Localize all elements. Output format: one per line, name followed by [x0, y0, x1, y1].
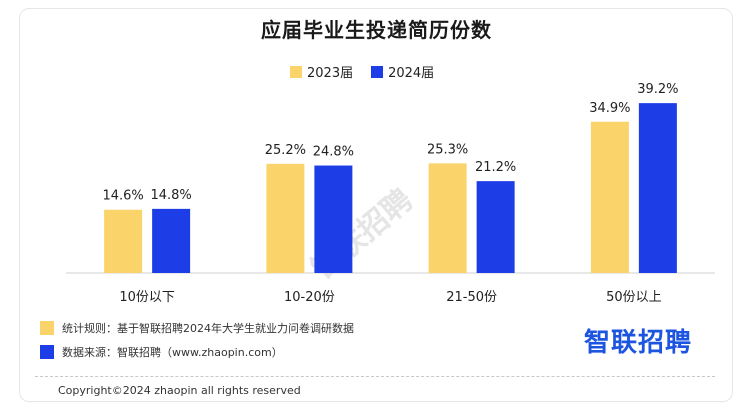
copyright: Copyright©2024 zhaopin all rights reserv…: [58, 384, 301, 397]
data-label-2024-2: 21.2%: [475, 160, 516, 175]
bar-2024-3: [638, 103, 677, 273]
footer-divider: [35, 376, 715, 377]
data-label-2023-3: 34.9%: [589, 101, 630, 116]
bar-2023-3: [590, 121, 629, 274]
data-label-2023-2: 25.3%: [427, 142, 468, 157]
category-label-2: 21-50份: [446, 290, 497, 305]
legend-label-2024: 2024届: [388, 66, 435, 81]
chart-title: 应届毕业生投递简历份数: [261, 18, 492, 42]
note-rule: 统计规则：基于智联招聘2024年大学生就业力问卷调研数据: [40, 320, 354, 336]
category-label-0: 10份以下: [119, 290, 175, 305]
legend-label-2023: 2023届: [307, 66, 354, 81]
data-label-2024-1: 24.8%: [313, 145, 354, 160]
note-source: 数据来源：智联招聘（www.zhaopin.com）: [40, 344, 283, 360]
bar-2024-0: [152, 208, 191, 273]
note-rule-swatch: [40, 321, 54, 335]
bar-2023-0: [104, 209, 143, 273]
note-source-swatch: [40, 345, 54, 359]
category-label-1: 10-20份: [284, 290, 335, 305]
data-label-2023-0: 14.6%: [102, 189, 143, 204]
data-label-2024-0: 14.8%: [150, 188, 191, 203]
note-source-text: 数据来源：智联招聘（www.zhaopin.com）: [62, 346, 283, 359]
legend-item-2024: 2024届: [371, 62, 434, 81]
bar-2024-2: [476, 181, 515, 273]
data-label-2023-1: 25.2%: [265, 143, 306, 158]
brand-logo: 智联招聘: [584, 328, 693, 358]
category-label-3: 50份以上: [606, 290, 662, 305]
legend-swatch-2023: [290, 65, 302, 78]
bar-chart: 14.6% 14.8% 10份以下 25.2% 24.8% 10-20份 25.3% 21.2…: [66, 82, 715, 305]
bar-2023-2: [428, 163, 467, 273]
bar-2023-1: [266, 163, 305, 273]
note-rule-text: 统计规则：基于智联招聘2024年大学生就业力问卷调研数据: [62, 322, 354, 335]
legend: 2023届 2024届: [290, 62, 434, 81]
legend-swatch-2024: [371, 65, 384, 78]
legend-item-2023: 2023届: [290, 62, 353, 81]
data-label-2024-3: 39.2%: [637, 82, 678, 97]
bar-2024-1: [314, 165, 353, 273]
